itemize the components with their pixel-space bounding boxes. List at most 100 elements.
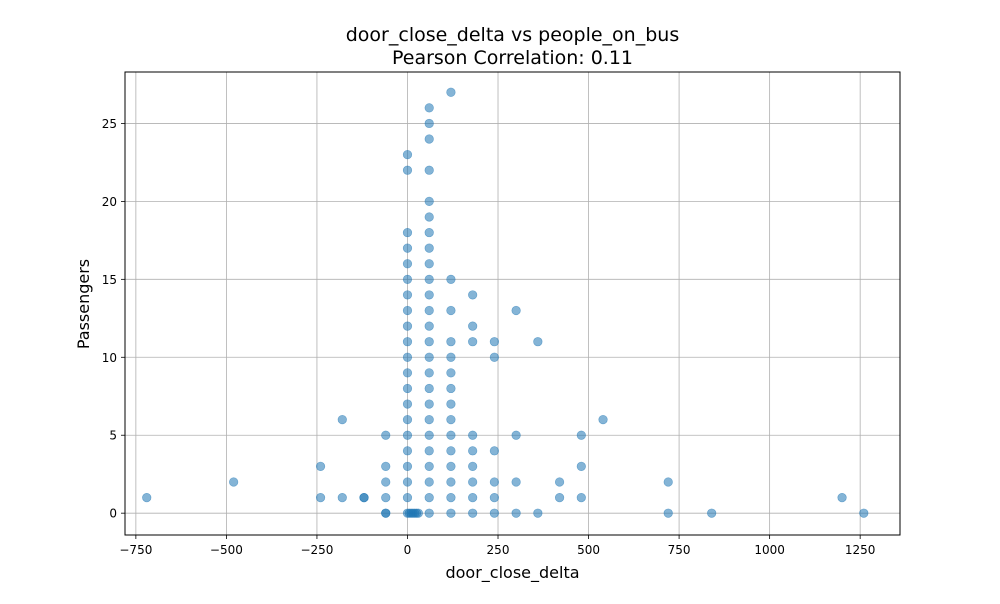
x-axis-label: door_close_delta [445, 563, 579, 583]
scatter-point [511, 477, 521, 487]
scatter-point [402, 446, 413, 456]
scatter-point [402, 243, 413, 253]
scatter-point [489, 337, 499, 347]
scatter-point [424, 305, 434, 316]
scatter-point [424, 321, 434, 331]
scatter-point [381, 461, 391, 472]
scatter-point [402, 337, 413, 347]
scatter-point [533, 508, 543, 518]
scatter-point [424, 212, 434, 222]
scatter-point [468, 321, 478, 331]
y-tick-label: 15 [102, 273, 117, 287]
scatter-point [359, 492, 369, 503]
scatter-point [424, 446, 434, 456]
scatter-point [315, 492, 326, 503]
scatter-point [489, 492, 499, 503]
scatter-point [381, 492, 391, 503]
scatter-point [424, 118, 434, 129]
y-tick-layer: 0 5 10 15 20 25 [102, 117, 125, 521]
scatter-point [424, 337, 434, 347]
x-tick-label: −750 [119, 543, 152, 557]
scatter-point [446, 430, 456, 440]
scatter-point [837, 492, 847, 503]
scatter-point [468, 430, 478, 440]
scatter-point [402, 165, 413, 175]
scatter-point [424, 430, 434, 440]
scatter-point [402, 368, 413, 378]
scatter-point [402, 461, 413, 472]
scatter-point [424, 477, 434, 487]
scatter-point [489, 477, 499, 487]
scatter-point [511, 508, 521, 518]
scatter-point [424, 227, 434, 238]
scatter-point [424, 290, 434, 300]
scatter-point [142, 492, 152, 503]
points-layer [142, 87, 869, 518]
scatter-point [468, 446, 478, 456]
scatter-point [381, 430, 391, 440]
scatter-point [446, 305, 456, 316]
scatter-point [424, 461, 434, 472]
x-tick-label: 250 [487, 543, 510, 557]
y-tick-label: 5 [109, 429, 117, 443]
grid-layer [125, 72, 900, 535]
scatter-point [402, 150, 413, 160]
scatter-point [424, 243, 434, 253]
scatter-point [402, 477, 413, 487]
scatter-point [859, 508, 869, 518]
scatter-point [424, 134, 434, 144]
scatter-point [424, 274, 434, 284]
scatter-point [446, 461, 456, 472]
scatter-point [489, 446, 499, 456]
scatter-point [468, 492, 478, 503]
scatter-point [402, 415, 413, 425]
scatter-point [424, 103, 434, 113]
scatter-point [446, 368, 456, 378]
scatter-point [446, 477, 456, 487]
scatter-point [402, 305, 413, 316]
x-tick-label: 1250 [845, 543, 876, 557]
scatter-point [576, 492, 586, 503]
scatter-point [468, 508, 478, 518]
scatter-point [468, 337, 478, 347]
scatter-point [229, 477, 239, 487]
scatter-point [402, 492, 413, 503]
scatter-point [576, 461, 586, 472]
scatter-point [576, 430, 586, 440]
scatter-point [424, 383, 434, 394]
scatter-point [468, 477, 478, 487]
scatter-point [315, 461, 326, 472]
y-axis-label: Passengers [74, 259, 93, 349]
x-tick-label: 0 [404, 543, 412, 557]
scatter-point [446, 508, 456, 518]
scatter-point [446, 446, 456, 456]
scatter-point [424, 399, 434, 409]
scatter-point [402, 290, 413, 300]
scatter-point [381, 508, 391, 518]
y-tick-label: 25 [102, 117, 117, 131]
scatter-point [554, 477, 565, 487]
scatter-point [554, 492, 565, 503]
scatter-point [424, 352, 434, 362]
scatter-point [489, 508, 499, 518]
scatter-point [511, 305, 521, 316]
chart-subtitle: Pearson Correlation: 0.11 [392, 47, 633, 69]
scatter-point [424, 259, 434, 269]
scatter-point [402, 227, 413, 238]
x-tick-label: −250 [300, 543, 333, 557]
scatter-point [446, 399, 456, 409]
chart-title: door_close_delta vs people_on_bus [346, 24, 679, 46]
scatter-point [446, 383, 456, 394]
axes-frame [124, 71, 901, 536]
scatter-point [413, 508, 423, 518]
scatter-point [663, 477, 673, 487]
scatter-point [402, 321, 413, 331]
scatter-point [402, 430, 413, 440]
scatter-point [402, 274, 413, 284]
scatter-point [468, 461, 478, 472]
scatter-point [446, 337, 456, 347]
scatter-point [424, 415, 434, 425]
scatter-point [424, 368, 434, 378]
scatter-point [424, 165, 434, 175]
